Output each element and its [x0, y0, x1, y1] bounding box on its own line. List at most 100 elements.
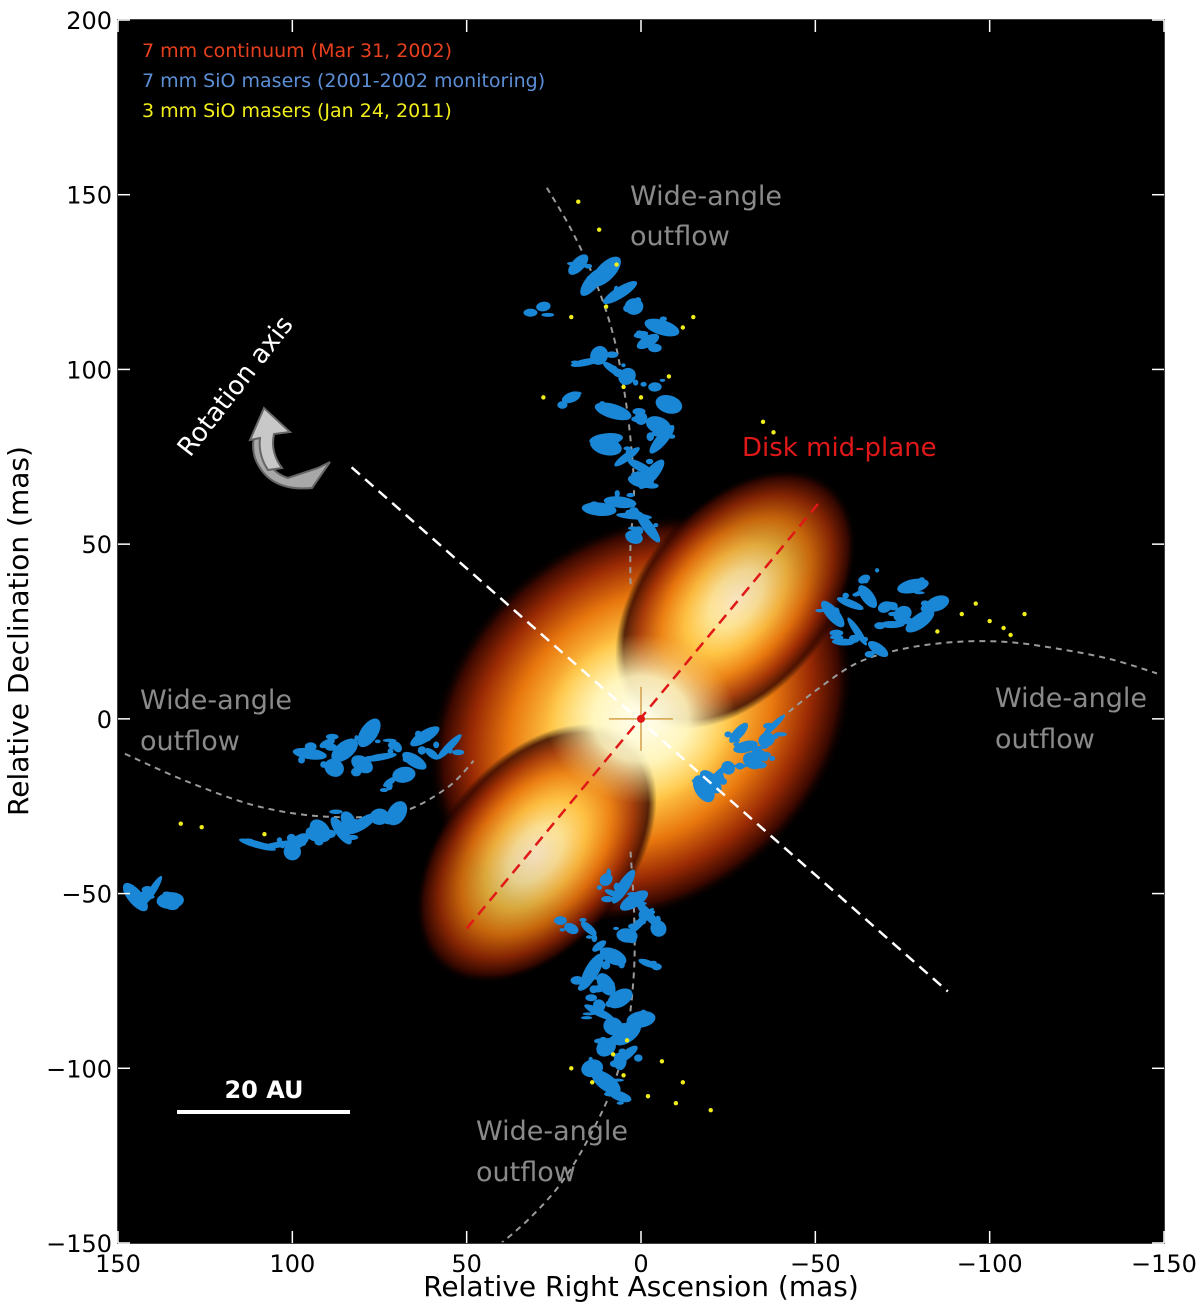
maser-7mm-speck [298, 756, 305, 764]
maser-3mm-point [638, 395, 644, 400]
maser-7mm-speck [162, 891, 171, 895]
outflow-label-north: Wide-angle outflow [630, 181, 782, 252]
x-tick-label: −150 [1131, 1250, 1197, 1278]
maser-7mm-speck [387, 740, 399, 750]
maser-7mm-speck [623, 446, 632, 451]
y-tick-label: 150 [66, 182, 112, 210]
maser-7mm-speck [901, 608, 910, 617]
maser-3mm-point [935, 629, 940, 634]
y-tick-label: −100 [46, 1055, 112, 1083]
maser-7mm-speck [596, 941, 603, 951]
maser-7mm-speck [604, 1091, 614, 1097]
maser-7mm-speck [601, 277, 608, 283]
maser-7mm-speck [659, 378, 666, 382]
maser-7mm-spot [386, 801, 408, 826]
y-tick-label: 200 [66, 7, 112, 35]
maser-3mm-point [1022, 611, 1027, 617]
maser-7mm-speck [888, 611, 897, 617]
maser-7mm-speck [650, 960, 657, 964]
maser-3mm-point [624, 1038, 630, 1043]
maser-7mm-speck [632, 379, 639, 386]
maser-7mm-spot [580, 921, 597, 936]
maser-7mm-speck [625, 1021, 633, 1030]
maser-7mm-speck [606, 868, 612, 877]
maser-7mm-speck [325, 743, 337, 751]
legend-entry-continuum: 7 mm continuum (Mar 31, 2002) [142, 40, 452, 62]
maser-7mm-speck [634, 1054, 643, 1062]
maser-7mm-spot [594, 402, 632, 421]
maser-7mm-speck [378, 811, 390, 819]
maser-3mm-point [569, 314, 574, 320]
maser-7mm-spot [618, 367, 636, 385]
maser-7mm-speck [591, 355, 600, 359]
maser-3mm-point [691, 314, 696, 320]
maser-7mm-spot [897, 578, 929, 594]
maser-7mm-speck [385, 781, 393, 791]
legend-entry-sio-7mm: 7 mm SiO masers (2001-2002 monitoring) [142, 70, 545, 92]
maser-7mm-speck [883, 601, 896, 608]
maser-7mm-speck [612, 365, 618, 373]
outflow-label-south-line2: outflow [476, 1157, 576, 1188]
outflow-label-west-line1: Wide-angle [140, 685, 292, 716]
maser-7mm-speck [347, 738, 355, 745]
y-tick-label: 50 [81, 531, 112, 559]
maser-3mm-point [621, 1073, 626, 1078]
maser-7mm-speck [351, 767, 362, 777]
maser-7mm-speck [649, 469, 654, 473]
maser-7mm-spot [584, 1004, 615, 1021]
maser-3mm-point [645, 1094, 651, 1099]
maser-7mm-speck [769, 755, 776, 762]
outflow-label-south: Wide-angle outflow [476, 1116, 628, 1188]
maser-7mm-speck [345, 834, 359, 841]
maser-7mm-speck [855, 590, 862, 596]
maser-7mm-speck [621, 363, 626, 368]
maser-7mm-speck [627, 937, 637, 944]
maser-7mm-speck [559, 928, 566, 932]
maser-7mm-spot [611, 869, 636, 904]
x-tick-label: −50 [790, 1250, 841, 1278]
maser-7mm-speck [626, 492, 635, 498]
outflow-label-north-line2: outflow [630, 221, 730, 252]
maser-7mm-speck [645, 458, 654, 465]
maser-7mm-spot [867, 640, 889, 657]
maser-7mm-spot [536, 301, 551, 312]
maser-7mm-spot [648, 382, 662, 392]
maser-7mm-spot [649, 425, 675, 454]
maser-7mm-speck [593, 1065, 602, 1069]
maser-7mm-speck [299, 841, 307, 846]
maser-7mm-spot [831, 638, 855, 646]
maser-3mm-point [680, 325, 686, 330]
maser-7mm-speck [570, 976, 584, 985]
maser-7mm-speck [613, 996, 625, 1006]
maser-7mm-spot [619, 890, 649, 911]
outflow-label-south-line1: Wide-angle [476, 1116, 628, 1147]
maser-7mm-speck [758, 751, 771, 759]
x-tick-label: 150 [95, 1250, 141, 1278]
maser-7mm-speck [329, 809, 343, 814]
maser-7mm-speck [604, 272, 611, 277]
maser-7mm-speck [648, 343, 662, 353]
maser-3mm-point [987, 618, 992, 624]
maser-3mm-point [1001, 625, 1006, 631]
maser-7mm-spot [591, 1070, 621, 1095]
maser-7mm-speck [325, 733, 339, 740]
maser-7mm-speck [288, 839, 297, 847]
maser-7mm-speck [571, 391, 582, 396]
maser-7mm-speck [874, 568, 880, 573]
legend-entry-sio-3mm: 3 mm SiO masers (Jan 24, 2011) [142, 100, 452, 122]
scale-bar-label: 20 AU [224, 1076, 303, 1104]
maser-7mm-speck [863, 578, 869, 584]
maser-3mm-point [771, 430, 776, 435]
x-tick-label: 0 [633, 1250, 648, 1278]
maser-7mm-speck [897, 617, 911, 625]
maser-7mm-spot [357, 718, 381, 748]
maser-7mm-speck [331, 765, 339, 770]
maser-7mm-spot [410, 726, 440, 747]
maser-7mm-spot [858, 585, 878, 608]
maser-7mm-speck [638, 343, 644, 349]
maser-7mm-speck [374, 739, 381, 744]
y-axis-title: Relative Declination (mas) [2, 446, 35, 816]
maser-7mm-speck [586, 359, 598, 365]
maser-7mm-speck [842, 592, 849, 599]
maser-7mm-speck [417, 746, 427, 755]
